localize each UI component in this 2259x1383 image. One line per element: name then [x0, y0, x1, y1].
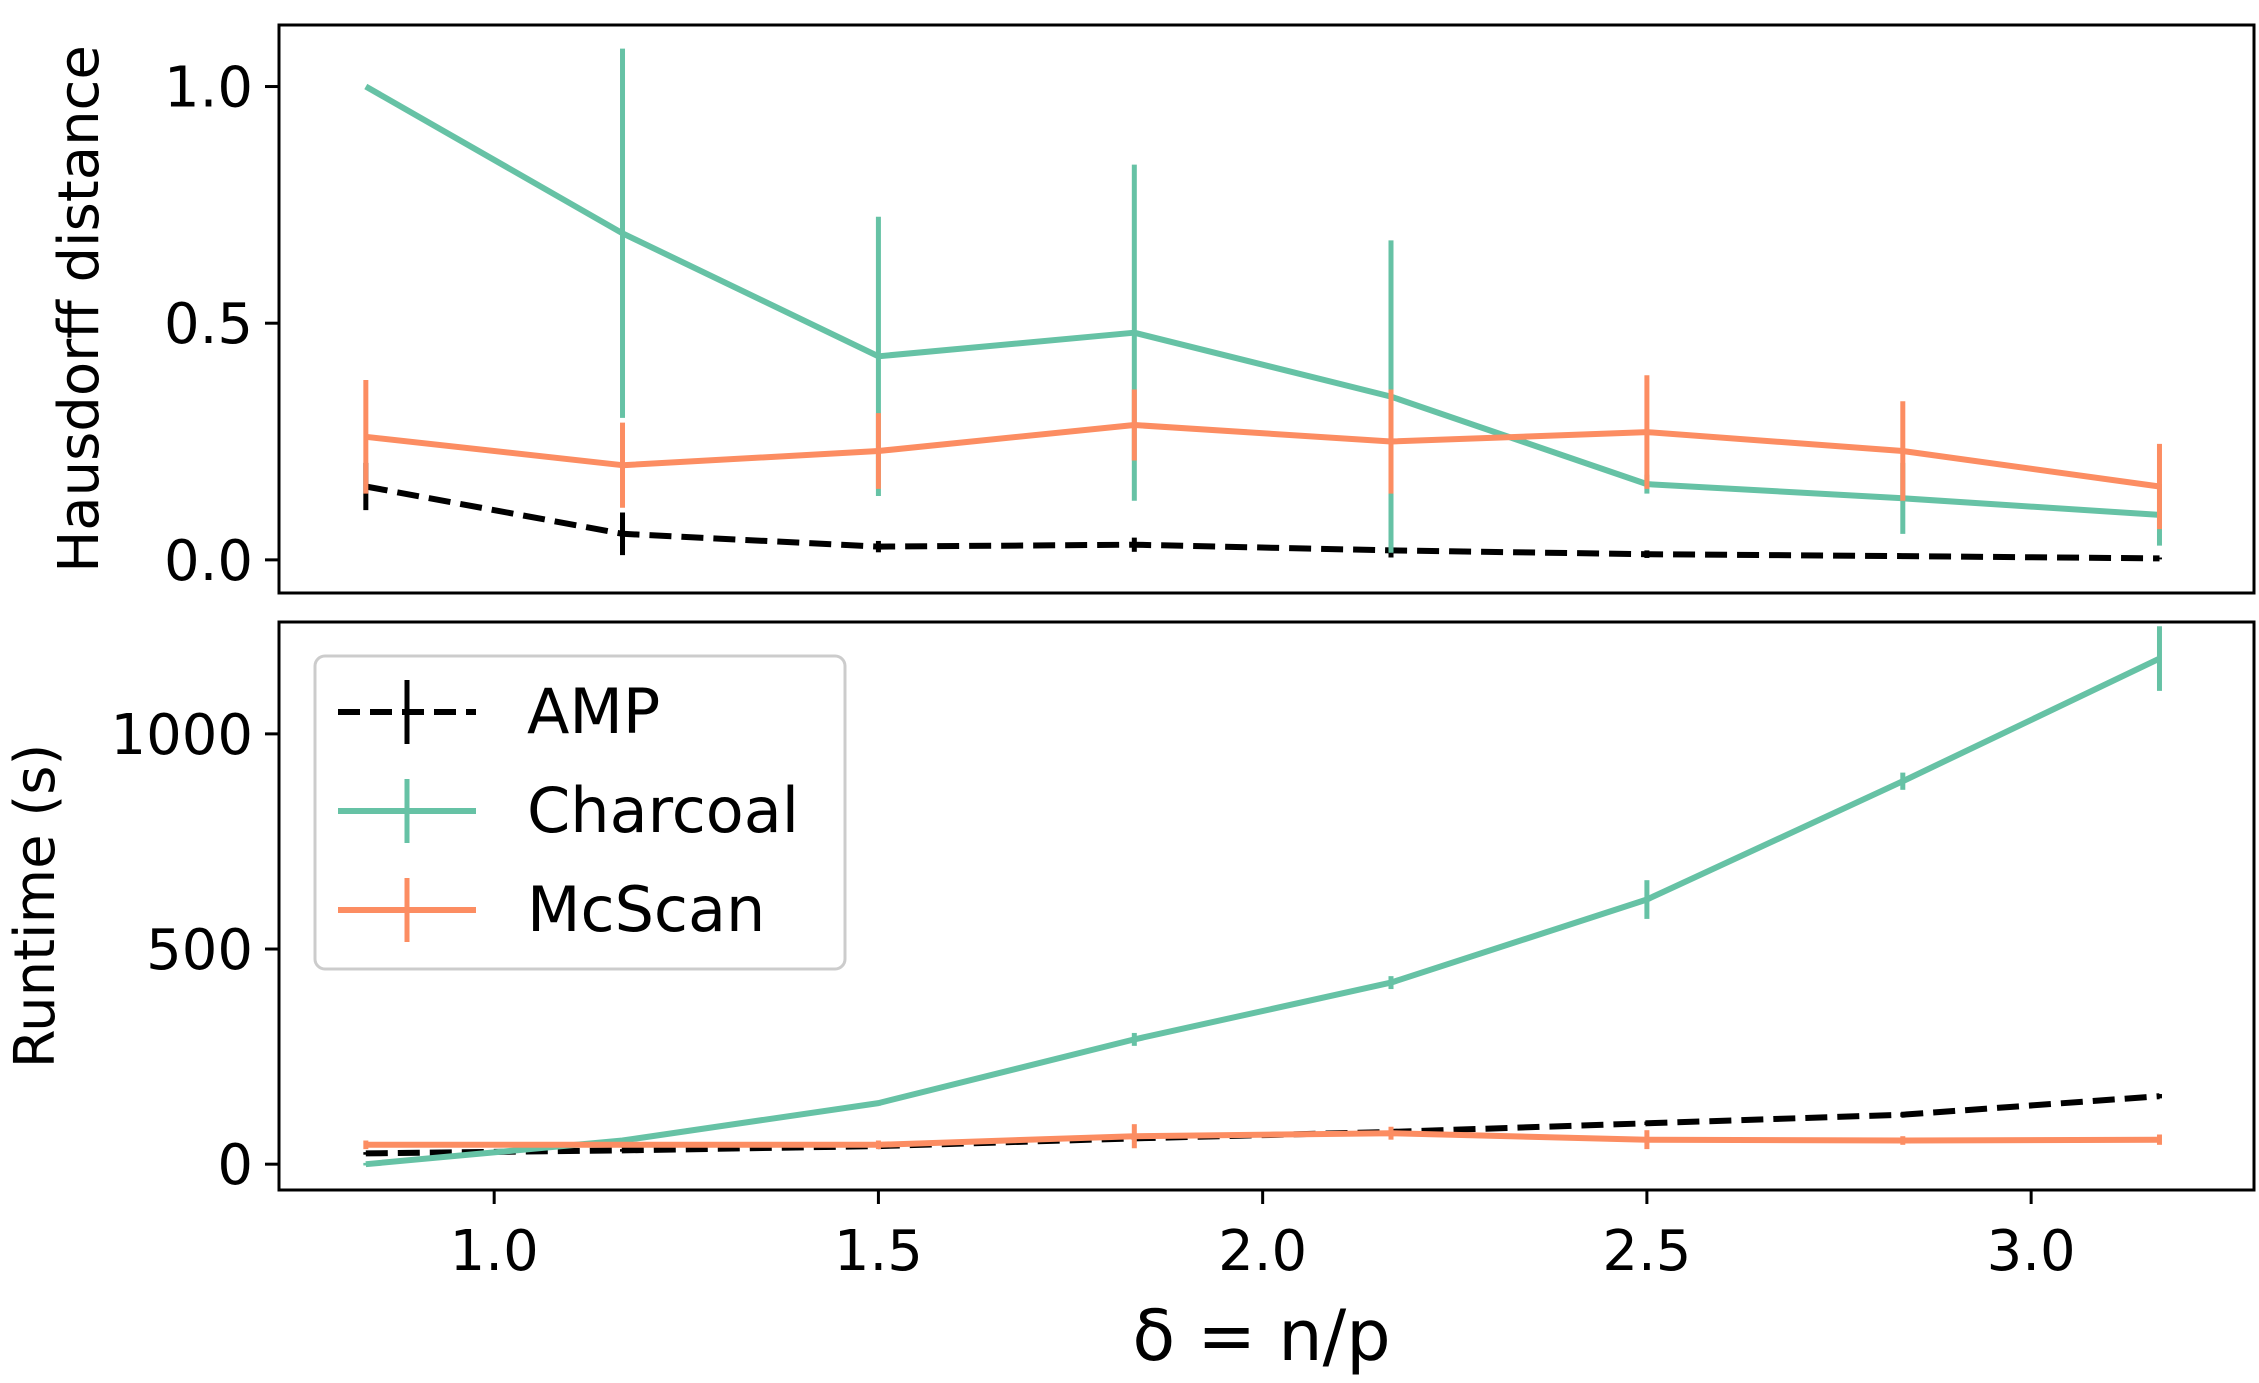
line-mcscan	[365, 422, 2160, 490]
y-tick-label: 0.0	[164, 529, 253, 594]
x-tick-label: 1.0	[450, 1219, 539, 1284]
series-mcscan	[363, 1124, 2162, 1150]
line-amp	[365, 483, 2160, 562]
series-charcoal	[364, 48, 2162, 553]
x-tick-label: 1.5	[834, 1219, 923, 1284]
y-tick-label: 1000	[110, 703, 253, 768]
hausdorff-panel: 0.0 0.5 1.0 Hausdorff distance	[47, 23, 2256, 595]
line-charcoal	[365, 655, 2161, 1168]
y-tick-label: 1.0	[164, 56, 253, 121]
legend-label-charcoal: Charcoal	[527, 774, 799, 847]
line-charcoal	[364, 83, 2160, 518]
axes-frame-1	[277, 620, 2256, 1192]
legend: AMP Charcoal McScan	[313, 654, 847, 971]
series-amp	[363, 462, 2162, 562]
y-axis-label: Runtime (s)	[3, 744, 68, 1069]
line-mcscan	[365, 1130, 2160, 1148]
y-tick-label: 0.5	[164, 292, 253, 357]
legend-label-amp: AMP	[527, 675, 660, 748]
legend-box	[313, 654, 847, 971]
y-tick-label: 0	[217, 1133, 253, 1198]
series-mcscan	[363, 375, 2162, 530]
x-tick-label: 2.0	[1218, 1219, 1307, 1284]
axes-frame-0	[277, 23, 2256, 595]
y-tick-label: 500	[146, 918, 253, 983]
series-charcoal	[363, 626, 2162, 1168]
x-tick-label: 2.5	[1602, 1219, 1691, 1284]
x-axis-label: δ = n/p	[1132, 1295, 1390, 1377]
runtime-panel: 0 500 1000 Runtime (s) 1.0 1.5 2.0 2.5 3.0 AMP Cha…	[3, 620, 2256, 1284]
legend-label-mcscan: McScan	[527, 873, 765, 946]
x-tick-label: 3.0	[1987, 1219, 2076, 1284]
y-axis-label: Hausdorff distance	[47, 45, 112, 573]
